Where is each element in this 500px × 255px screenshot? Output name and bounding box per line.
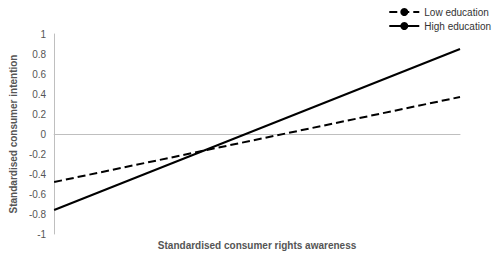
svg-text:0.4: 0.4	[32, 89, 46, 100]
svg-text:1: 1	[41, 29, 47, 40]
svg-text:-0.8: -0.8	[29, 209, 47, 220]
svg-text:0.6: 0.6	[32, 69, 46, 80]
svg-text:Low education: Low education	[424, 7, 489, 18]
svg-text:-1: -1	[37, 229, 46, 240]
svg-text:0: 0	[41, 129, 47, 140]
svg-text:High education: High education	[424, 21, 491, 32]
svg-text:-0.6: -0.6	[29, 189, 47, 200]
svg-text:0.8: 0.8	[32, 49, 46, 60]
svg-text:Standardised consumer intentio: Standardised consumer intention	[8, 55, 19, 214]
svg-text:0.2: 0.2	[32, 109, 46, 120]
svg-text:-0.4: -0.4	[29, 169, 47, 180]
svg-text:-0.2: -0.2	[29, 149, 47, 160]
svg-text:Standardised consumer rights a: Standardised consumer rights awareness	[158, 240, 357, 251]
